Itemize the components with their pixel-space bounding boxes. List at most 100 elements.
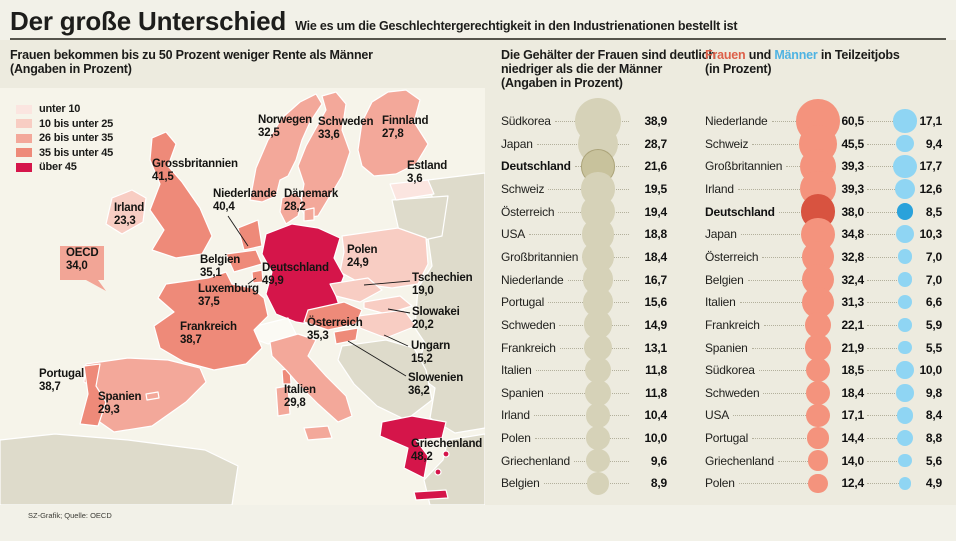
- wage-value: 18,4: [644, 249, 667, 264]
- wage-heading: Die Gehälter der Frauen sind deutlich ni…: [501, 48, 716, 90]
- map-island-balearen: [145, 391, 160, 401]
- wage-value: 28,7: [644, 136, 667, 151]
- wage-row: Österreich 19,4: [501, 195, 667, 229]
- pension-heading-line1: Frauen bekommen bis zu 50 Prozent wenige…: [10, 48, 373, 62]
- map-label-value: 35,1: [200, 266, 222, 279]
- legend-label: 26 bis unter 35: [39, 132, 114, 145]
- map-country-daenemark-island: [303, 207, 315, 222]
- header-rule: [10, 38, 946, 40]
- wage-row: Belgien 8,9: [501, 472, 667, 495]
- legend-swatch: [16, 119, 32, 129]
- maenner-value: 5,6: [925, 453, 942, 468]
- wage-country: Schweden: [501, 317, 556, 332]
- maenner-bubble: [896, 384, 914, 402]
- maenner-value: 6,6: [925, 295, 942, 310]
- wage-heading-line3: (Angaben in Prozent): [501, 76, 623, 90]
- pension-heading-line2: (Angaben in Prozent): [10, 62, 132, 76]
- leader-ungarn: [383, 334, 409, 347]
- map-label: Slowakei 20,2: [412, 306, 460, 331]
- wage-row: Spanien 11,8: [501, 379, 667, 406]
- map-label-value: 37,5: [198, 295, 220, 308]
- map-land-turkey: [423, 433, 485, 505]
- frauen-value: 31,3: [841, 295, 864, 310]
- map-country-schweden: [297, 91, 351, 219]
- frauen-value: 32,4: [841, 272, 864, 287]
- parttime-row: Südkorea 18,5 10,0: [705, 358, 942, 383]
- wage-value: 19,5: [644, 181, 667, 196]
- map-country-niederlande: [237, 219, 263, 251]
- wage-country: Griechenland: [501, 453, 570, 468]
- map-country-tschechien: [329, 277, 383, 303]
- maenner-bubble: [898, 454, 912, 468]
- parttime-country: Großbritannien: [705, 159, 783, 174]
- map-label-name: Polen: [347, 244, 378, 256]
- frauen-value: 45,5: [841, 136, 864, 151]
- map-label-name: Niederlande: [213, 188, 277, 200]
- legend-swatch: [16, 133, 32, 143]
- frauen-value: 18,4: [841, 385, 864, 400]
- parttime-country: Schweden: [705, 385, 760, 400]
- europe-map-svg: [0, 88, 485, 505]
- map-label-name: Grossbritannien: [152, 158, 238, 170]
- wage-country: Japan: [501, 136, 533, 151]
- wage-bubble: [585, 379, 611, 406]
- maenner-value: 9,4: [925, 136, 942, 151]
- frauen-value: 22,1: [841, 317, 864, 332]
- wage-value: 13,1: [644, 340, 667, 355]
- wage-country: Frankreich: [501, 340, 556, 355]
- map-label: Österreich 35,3: [307, 317, 363, 342]
- map-country-portugal: [79, 363, 107, 427]
- parttime-country: Frankreich: [705, 317, 760, 332]
- leader-niederlande: [227, 215, 249, 247]
- parttime-leader-line-1: [752, 143, 826, 145]
- map-label: Slowenien 36,2: [408, 372, 463, 397]
- wage-value: 16,7: [644, 272, 667, 287]
- oecd-value: 34,0: [66, 260, 88, 272]
- maenner-label: Männer: [774, 48, 818, 62]
- wage-panel: Südkorea 38,9 Japan 28,7 Deutschland 21,6 Schw…: [501, 97, 667, 500]
- map-land-balkans: [337, 339, 433, 421]
- parttime-country: Schweiz: [705, 136, 749, 151]
- map-label-value: 27,8: [382, 127, 404, 140]
- map-country-frankreich: [153, 271, 269, 371]
- map-label: Deutschland 49,9: [262, 262, 329, 287]
- parttime-leader-line-2: [867, 437, 909, 440]
- frauen-value: 12,4: [841, 476, 864, 491]
- map-land-africa: [0, 433, 239, 505]
- map-label: Spanien 29,3: [98, 391, 142, 416]
- parttime-leader-line-1: [739, 301, 826, 304]
- map-label-name: Portugal: [39, 368, 85, 380]
- map-country-daenemark: [279, 191, 303, 225]
- parttime-country: USA: [705, 408, 730, 423]
- parttime-leader-line-1: [751, 347, 826, 349]
- maenner-bubble: [898, 477, 912, 490]
- map-country-norwegen: [249, 93, 323, 203]
- page-title: Der große Unterschied: [10, 6, 287, 36]
- wage-value: 19,4: [644, 204, 667, 219]
- oecd-label: OECD: [66, 247, 99, 259]
- map-label-name: Belgien: [200, 254, 241, 266]
- parttime-leader-line-2: [867, 460, 909, 462]
- legend-label: über 45: [39, 161, 77, 174]
- map-island-kreta: [413, 489, 449, 501]
- frauen-bubble: [808, 473, 828, 494]
- maenner-bubble: [897, 272, 913, 287]
- wage-value: 18,8: [644, 227, 667, 242]
- parttime-heading: Frauen und Männer in Teilzeitjobs (in Pr…: [705, 48, 900, 76]
- map-country-ungarn: [357, 309, 417, 339]
- wage-country: Schweiz: [501, 181, 545, 196]
- leader-slowenien: [347, 340, 407, 377]
- parttime-row: Österreich 32,8 7,0: [705, 240, 942, 273]
- header-strip: [0, 0, 956, 40]
- wage-value: 38,9: [644, 114, 667, 128]
- frauen-bubble: [805, 358, 831, 383]
- legend-row: über 45: [16, 160, 113, 175]
- wage-country: Österreich: [501, 204, 555, 219]
- parttime-leader-line-2: [867, 369, 909, 372]
- maenner-value: 5,5: [925, 340, 942, 355]
- maenner-value: 12,6: [919, 181, 942, 196]
- maenner-bubble: [896, 407, 914, 424]
- parttime-country: Österreich: [705, 249, 759, 264]
- parttime-heading-line2: (in Prozent): [705, 62, 772, 76]
- map-label-name: Estland: [407, 160, 448, 172]
